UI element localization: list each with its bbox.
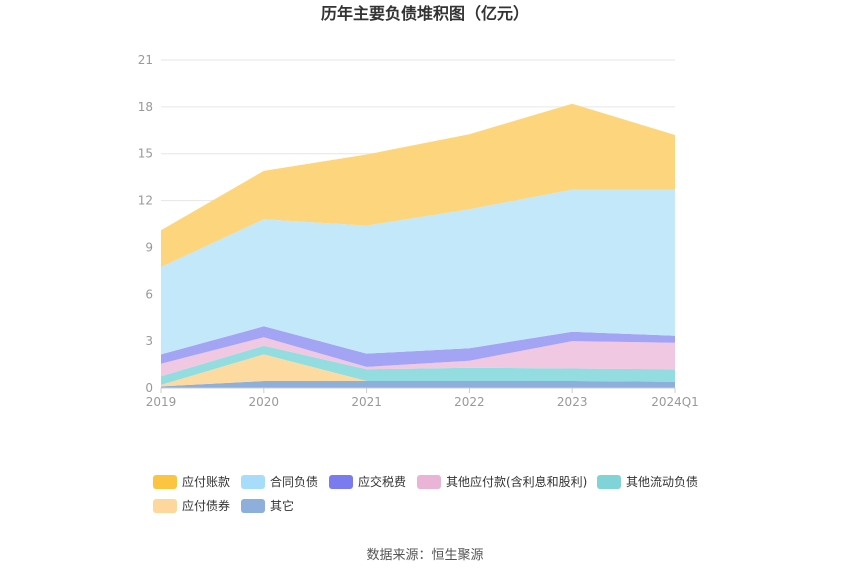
legend-swatch[interactable] xyxy=(417,475,441,489)
x-tick-label: 2023 xyxy=(557,395,588,409)
legend-label[interactable]: 应交税费 xyxy=(358,474,406,489)
legend-swatch[interactable] xyxy=(153,499,177,513)
y-tick-label: 9 xyxy=(145,240,153,254)
legend-swatch[interactable] xyxy=(241,475,265,489)
y-tick-label: 0 xyxy=(145,381,153,395)
area-series-band xyxy=(161,354,675,387)
y-tick-label: 12 xyxy=(138,194,153,208)
x-tick-label: 2024Q1 xyxy=(651,395,699,409)
area-series-band xyxy=(161,103,675,267)
y-tick-label: 15 xyxy=(138,147,153,161)
area-series-band xyxy=(161,326,675,367)
axes: 0 3 6 9 12 15 18 21 2019 2020 2021 2022 2023 2024Q1 xyxy=(138,53,699,409)
legend-swatch[interactable] xyxy=(329,475,353,489)
legend-swatch[interactable] xyxy=(241,499,265,513)
legend-label[interactable]: 合同负债 xyxy=(270,474,318,489)
y-tick-label: 21 xyxy=(138,53,153,67)
area-series-band xyxy=(161,189,675,355)
x-tick-label: 2019 xyxy=(146,395,177,409)
legend-label[interactable]: 应付账款 xyxy=(182,474,230,489)
chart-title: 历年主要负债堆积图（亿元） xyxy=(321,4,529,23)
legend-label[interactable]: 其他流动负债 xyxy=(626,475,698,489)
x-tick-label: 2021 xyxy=(351,395,382,409)
y-tick-label: 6 xyxy=(145,287,153,301)
area-series-band xyxy=(161,381,675,388)
legend-label[interactable]: 应付债券 xyxy=(182,498,230,513)
legend-swatch[interactable] xyxy=(153,475,177,489)
x-tick-label: 2020 xyxy=(249,395,280,409)
area-series-band xyxy=(161,345,675,385)
x-tick-label: 2022 xyxy=(454,395,485,409)
area-series xyxy=(161,103,675,388)
y-tick-label: 18 xyxy=(138,100,153,114)
legend-swatch[interactable] xyxy=(597,475,621,489)
y-tick-label: 3 xyxy=(145,334,153,348)
legend-label[interactable]: 其他应付款(含利息和股利) xyxy=(446,474,587,489)
area-series-band xyxy=(161,337,675,377)
data-source: 数据来源：恒生聚源 xyxy=(366,548,483,563)
legend-label[interactable]: 其它 xyxy=(270,498,294,513)
